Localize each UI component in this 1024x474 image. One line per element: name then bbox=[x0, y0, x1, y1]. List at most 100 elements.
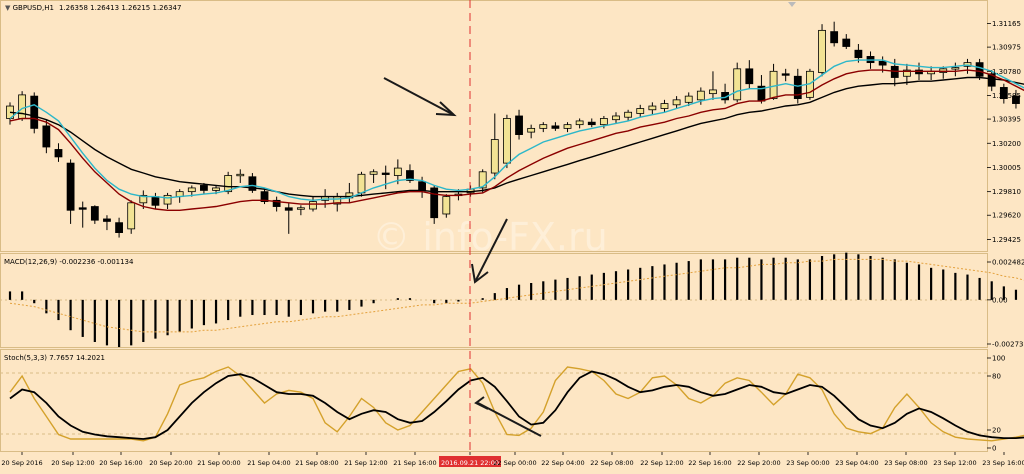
candle-body-bull bbox=[612, 115, 620, 121]
candle-body-bull bbox=[127, 202, 136, 230]
candle bbox=[539, 122, 548, 133]
right-price-axis: 1.31165 1.30975 1.30780 1.30585 1.30395 1.302… bbox=[987, 20, 1024, 453]
candle-body-bear bbox=[587, 121, 596, 126]
candle bbox=[745, 60, 754, 89]
time-tick-label: 22 Sep 04:00 bbox=[541, 459, 584, 467]
macd-pane-title: MACD(12,26,9) -0.002236 -0.001134 bbox=[4, 258, 134, 266]
macd-layer bbox=[8, 252, 1024, 348]
candle bbox=[636, 104, 645, 118]
candle bbox=[696, 87, 705, 105]
candle bbox=[90, 205, 99, 224]
candle bbox=[115, 217, 123, 238]
time-tick-label: 23 Sep 16:00 bbox=[982, 459, 1024, 467]
candle-body-bull bbox=[539, 124, 548, 129]
candle-body-bull bbox=[163, 194, 172, 205]
time-tick-label: 22 Sep 08:00 bbox=[590, 459, 633, 467]
symbol-timeframe: GBPUSD,H1 bbox=[13, 4, 54, 12]
candle bbox=[830, 21, 839, 47]
candle bbox=[163, 192, 172, 210]
candle-body-bear bbox=[284, 207, 293, 211]
candle-body-bear bbox=[793, 75, 802, 100]
highlighted-time-label-bg bbox=[439, 456, 501, 467]
price-tick-label: 1.30200 bbox=[992, 140, 1021, 148]
candle-body-bear bbox=[151, 196, 160, 206]
candle-body-bull bbox=[818, 29, 826, 73]
candle bbox=[999, 83, 1008, 104]
candle-body-bear bbox=[66, 162, 75, 211]
time-tick-label: 22 Sep 20:00 bbox=[737, 459, 780, 467]
time-tick-label: 20 Sep 12:00 bbox=[51, 459, 94, 467]
stoch-tick-label: 80 bbox=[992, 373, 1001, 381]
candle-body-bear bbox=[90, 206, 99, 221]
candle bbox=[296, 205, 305, 216]
candle-body-bear bbox=[418, 181, 426, 191]
macd-signal-line bbox=[9, 258, 1024, 333]
candle bbox=[248, 173, 257, 193]
stoch-tick-label: 100 bbox=[992, 355, 1005, 363]
candle bbox=[236, 169, 245, 183]
candle-body-bear bbox=[260, 191, 269, 202]
candle bbox=[503, 114, 511, 169]
candle bbox=[127, 200, 136, 234]
candle bbox=[78, 201, 87, 228]
annotation-arrow-stoch bbox=[474, 396, 542, 437]
candle bbox=[30, 92, 39, 134]
candle bbox=[527, 124, 536, 139]
time-tick-label: 22 Sep 16:00 bbox=[688, 459, 731, 467]
annotation-arrow-price bbox=[383, 77, 457, 117]
stoch-pane-title: Stoch(5,3,3) 7.7657 14.2021 bbox=[4, 354, 105, 362]
candle bbox=[709, 71, 717, 100]
candle-body-bull bbox=[187, 187, 196, 193]
time-tick-label: 21 Sep 00:00 bbox=[197, 459, 240, 467]
candle-body-bull bbox=[672, 99, 681, 106]
price-tick-label: 1.29620 bbox=[992, 212, 1021, 220]
candle-body-bear bbox=[999, 87, 1008, 100]
candle-body-bull bbox=[296, 207, 305, 210]
macd-tick-label: -0.002737 bbox=[992, 341, 1024, 349]
candle bbox=[612, 112, 620, 124]
stoch-main-line bbox=[9, 366, 1024, 442]
candle-body-bull bbox=[212, 187, 220, 191]
candle bbox=[18, 91, 27, 121]
candle bbox=[42, 119, 51, 154]
candle-body-bull bbox=[563, 124, 572, 129]
candle bbox=[66, 159, 75, 224]
candle-body-bull bbox=[648, 105, 657, 111]
candle-body-bull bbox=[478, 171, 487, 189]
candle-body-bull bbox=[902, 69, 911, 77]
stoch-pane-border bbox=[0, 349, 988, 452]
macd-tick-label: 0.00 bbox=[992, 296, 1008, 304]
chart-shift-marker[interactable] bbox=[788, 2, 796, 7]
candle-body-bull bbox=[393, 167, 402, 176]
candle bbox=[1012, 89, 1020, 109]
moving-averages-layer bbox=[9, 59, 1024, 212]
candle-body-bull bbox=[369, 171, 378, 175]
candle-body-bull bbox=[624, 111, 633, 118]
candle-body-bear bbox=[406, 170, 414, 181]
price-tick-label: 1.30975 bbox=[992, 44, 1021, 52]
stoch-tick-label: 0 bbox=[992, 445, 996, 453]
candle-body-bear bbox=[115, 222, 123, 233]
candle-body-bull bbox=[503, 118, 511, 164]
candle bbox=[284, 202, 293, 234]
candle-body-bear bbox=[200, 185, 208, 191]
time-tick-label: 20 Sep 20:00 bbox=[149, 459, 192, 467]
candle-body-bull bbox=[527, 127, 536, 133]
candle bbox=[563, 122, 572, 133]
time-tick-label: 23 Sep 04:00 bbox=[835, 459, 878, 467]
candle-body-bull bbox=[769, 70, 778, 100]
candle-body-bull bbox=[490, 139, 499, 174]
price-tick-label: 1.31165 bbox=[992, 20, 1021, 28]
ma-fast-line bbox=[9, 59, 1024, 202]
price-tick-label: 1.30585 bbox=[992, 92, 1021, 100]
price-tick-label: 1.30780 bbox=[992, 68, 1021, 76]
candle bbox=[54, 143, 63, 162]
candle bbox=[624, 109, 633, 121]
candle-body-bull bbox=[660, 103, 669, 109]
candle-body-bear bbox=[745, 68, 754, 85]
candle-body-bull bbox=[733, 68, 742, 101]
candle-body-bear bbox=[551, 125, 560, 129]
candle bbox=[672, 96, 681, 109]
